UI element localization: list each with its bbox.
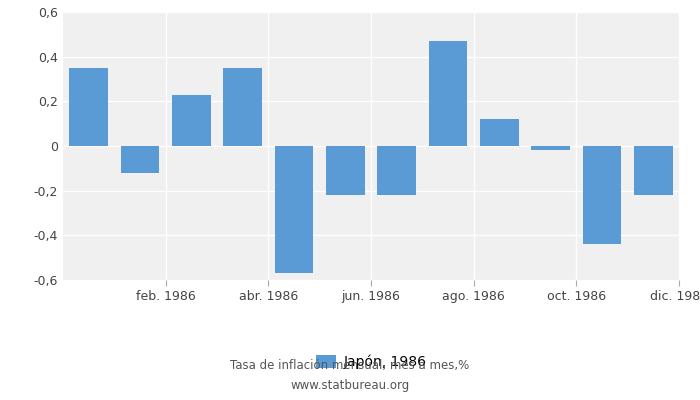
Bar (428, 41, 468, 146)
Bar (582, 146, 622, 244)
Bar (480, 119, 519, 146)
Bar (172, 95, 211, 146)
Bar (120, 146, 160, 173)
Legend: Japón, 1986: Japón, 1986 (310, 349, 432, 375)
Bar (531, 146, 570, 150)
Bar (69, 68, 108, 146)
Bar (377, 146, 416, 195)
Text: Tasa de inflación mensual, mes a mes,%: Tasa de inflación mensual, mes a mes,% (230, 360, 470, 372)
Bar (326, 146, 365, 195)
Bar (223, 68, 262, 146)
Bar (634, 146, 673, 195)
Text: www.statbureau.org: www.statbureau.org (290, 380, 410, 392)
Bar (274, 146, 314, 273)
